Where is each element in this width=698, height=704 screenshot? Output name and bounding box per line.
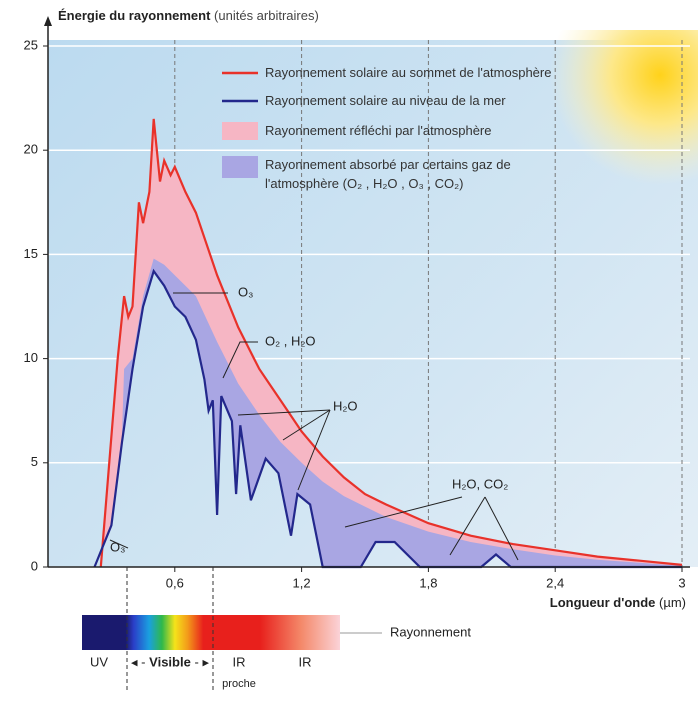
- band-label: Visible: [149, 654, 191, 669]
- y-tick-label: 5: [31, 454, 38, 469]
- y-arrow: [44, 16, 52, 26]
- y-label: Énergie du rayonnement (unités arbitrair…: [58, 8, 319, 23]
- x-label-main: Longueur d'onde: [550, 595, 656, 610]
- y-label-main: Énergie du rayonnement: [58, 8, 211, 23]
- sea-level-line: [93, 268, 682, 569]
- y-tick-label: 0: [31, 558, 38, 573]
- y-label-unit: (unités arbitraires): [214, 8, 319, 23]
- top-line: [99, 118, 683, 568]
- y-tick-label: 25: [24, 37, 38, 52]
- legend-swatch: [222, 122, 258, 140]
- spectrum-label: Rayonnement: [390, 624, 471, 639]
- spectrum-bar: [82, 615, 340, 650]
- x-label: Longueur d'onde (µm): [550, 595, 686, 610]
- x-tick-label: 3: [678, 575, 685, 590]
- annotation: O₃: [110, 539, 125, 554]
- sea-level-area: [94, 271, 682, 567]
- band-arrow: - ▸: [195, 654, 210, 669]
- x-tick-label: 2,4: [546, 575, 564, 590]
- legend-swatch: [222, 156, 258, 178]
- leaders: [109, 292, 519, 561]
- sun: [540, 30, 698, 200]
- band-label: IR: [299, 654, 312, 669]
- annotation: H₂O: [333, 398, 358, 413]
- legend-label: Rayonnement absorbé par certains gaz de …: [265, 157, 511, 191]
- legend-label: Rayonnement solaire au niveau de la mer: [265, 93, 506, 108]
- annotation: O₂ , H₂O: [265, 333, 316, 348]
- x-label-unit: (µm): [659, 595, 686, 610]
- band-label: IR: [233, 654, 246, 669]
- legend-label: Rayonnement solaire au sommet de l'atmos…: [265, 65, 552, 80]
- band-label: proche: [222, 678, 256, 690]
- y-tick-label: 15: [24, 246, 38, 261]
- annotation: O₃: [238, 284, 253, 299]
- band-label: UV: [90, 654, 108, 669]
- x-tick-label: 1,2: [293, 575, 311, 590]
- annotation: H₂O, CO₂: [452, 476, 508, 491]
- x-tick-label: 1,8: [419, 575, 437, 590]
- y-tick-label: 20: [24, 142, 38, 157]
- band-arrow: ◂ -: [131, 654, 145, 669]
- legend-label: Rayonnement réfléchi par l'atmosphère: [265, 123, 492, 138]
- y-tick-label: 10: [24, 350, 38, 365]
- x-tick-label: 0,6: [166, 575, 184, 590]
